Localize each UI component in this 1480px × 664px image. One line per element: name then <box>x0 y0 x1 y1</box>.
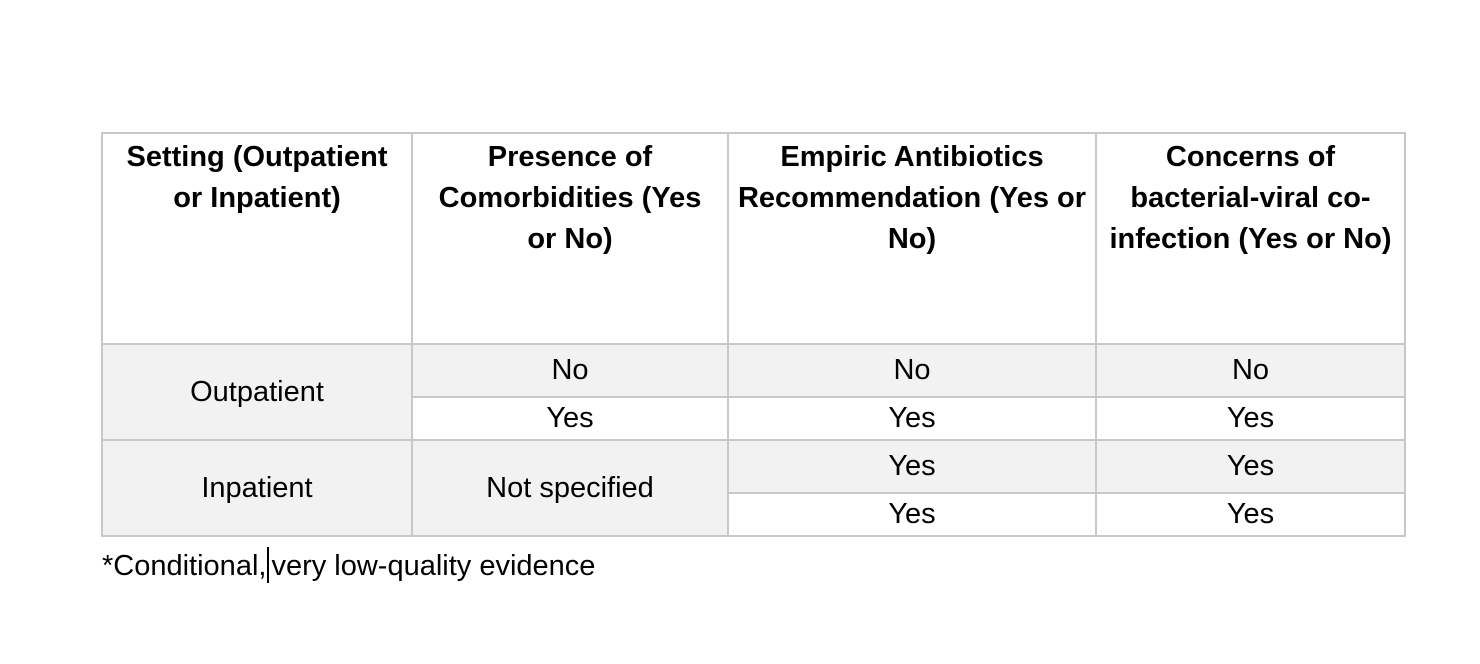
cell-antibiotics[interactable]: Yes <box>727 439 1097 494</box>
cell-comorbidities-not-specified[interactable]: Not specified <box>411 439 729 537</box>
header-comorbidities[interactable]: Presence of Comorbidities (Yes or No) <box>411 132 729 345</box>
table-row: Outpatient No No No <box>101 343 1406 441</box>
table-row: Yes Yes <box>102 492 1406 537</box>
text-cursor <box>267 547 270 583</box>
header-setting[interactable]: Setting (Outpatient or Inpatient) <box>101 132 413 345</box>
cell-coinfection[interactable]: Yes <box>1095 492 1406 537</box>
cell-coinfection[interactable]: Yes <box>1095 396 1406 441</box>
recommendations-table: Setting (Outpatient or Inpatient) Presen… <box>101 132 1406 537</box>
cell-coinfection[interactable]: No <box>1095 343 1406 398</box>
cell-comorbidities[interactable]: Yes <box>411 396 729 441</box>
cell-antibiotics[interactable]: Yes <box>727 492 1097 537</box>
table-row: Inpatient Not specified Yes Yes <box>101 439 1406 537</box>
cell-coinfection[interactable]: Yes <box>1095 439 1406 494</box>
header-comorbidities-text: Presence of Comorbidities (Yes or No) <box>438 141 702 255</box>
cell-setting-inpatient[interactable]: Inpatient <box>101 439 413 537</box>
cell-setting-outpatient[interactable]: Outpatient <box>101 343 413 441</box>
footnote-text-start: *Conditional, <box>102 550 267 582</box>
header-antibiotics-text: Empiric Antibiotics Recommendation (Yes … <box>737 141 1087 255</box>
header-coinfection[interactable]: Concerns of bacterial-viral co-infection… <box>1095 132 1406 345</box>
cell-comorbidities[interactable]: No <box>411 343 729 398</box>
header-antibiotics[interactable]: Empiric Antibiotics Recommendation (Yes … <box>727 132 1097 345</box>
cell-antibiotics[interactable]: No <box>727 343 1097 398</box>
footnote-text-end: very low-quality evidence <box>271 550 596 582</box>
header-coinfection-text: Concerns of bacterial-viral co-infection… <box>1109 141 1392 255</box>
header-setting-text: Setting (Outpatient or Inpatient) <box>126 141 388 214</box>
cell-antibiotics[interactable]: Yes <box>727 396 1097 441</box>
footnote[interactable]: *Conditional, very low-quality evidence <box>102 546 595 586</box>
table-header-row: Setting (Outpatient or Inpatient) Presen… <box>101 132 1406 345</box>
table-row: Yes Yes Yes <box>102 396 1406 441</box>
